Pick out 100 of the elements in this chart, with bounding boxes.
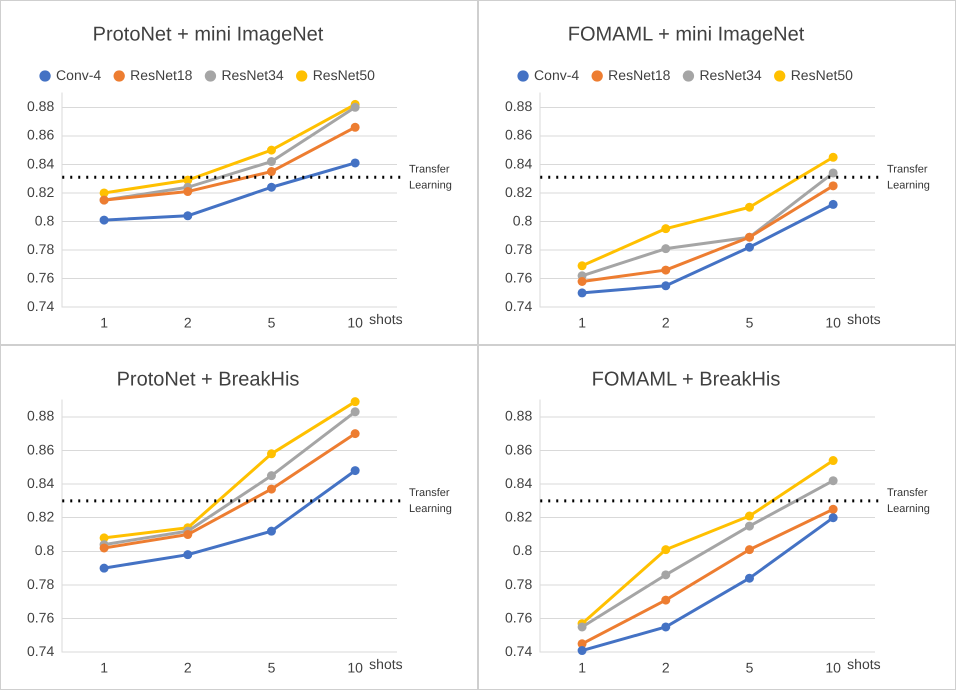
point bbox=[828, 200, 838, 209]
y-tick-label: 0.88 bbox=[505, 408, 532, 424]
legend-label: Conv-4 bbox=[56, 66, 102, 83]
y-tick-label: 0.8 bbox=[512, 212, 532, 228]
point bbox=[350, 102, 360, 112]
point bbox=[828, 456, 838, 466]
point bbox=[744, 522, 754, 531]
ref-line-label: Transfer Learning bbox=[887, 163, 930, 192]
y-tick-label: 0.76 bbox=[27, 609, 54, 626]
point bbox=[350, 466, 360, 476]
point bbox=[266, 471, 276, 480]
point bbox=[578, 622, 587, 632]
y-tick-label: 0.74 bbox=[27, 643, 54, 660]
point bbox=[183, 211, 192, 220]
chart-title: ProtoNet + mini ImageNet bbox=[92, 24, 324, 46]
y-tick-label: 0.82 bbox=[27, 184, 54, 200]
point bbox=[578, 288, 587, 298]
point bbox=[661, 266, 670, 275]
point bbox=[183, 530, 192, 540]
legend-label: ResNet18 bbox=[608, 66, 671, 83]
y-tick-label: 0.82 bbox=[27, 508, 54, 525]
point bbox=[744, 242, 754, 252]
legend-label: ResNet18 bbox=[130, 66, 193, 83]
point bbox=[350, 158, 360, 168]
x-axis-title: shots bbox=[369, 656, 403, 672]
y-tick-label: 0.88 bbox=[27, 408, 54, 424]
point bbox=[744, 574, 754, 583]
point bbox=[350, 407, 360, 416]
y-tick-label: 0.82 bbox=[505, 184, 532, 200]
x-tick-label: 2 bbox=[184, 659, 192, 676]
x-tick-label: 1 bbox=[100, 659, 108, 676]
chart-title: FOMAML + mini ImageNet bbox=[568, 24, 805, 46]
x-tick-label: 1 bbox=[578, 659, 586, 676]
y-tick-label: 0.84 bbox=[27, 474, 54, 491]
x-tick-label: 10 bbox=[347, 659, 364, 676]
y-tick-label: 0.8 bbox=[34, 542, 54, 558]
point bbox=[661, 596, 670, 605]
y-tick-label: 0.86 bbox=[27, 126, 54, 143]
y-tick-label: 0.78 bbox=[27, 240, 54, 257]
y-tick-label: 0.88 bbox=[505, 98, 532, 114]
x-axis-title: shots bbox=[847, 656, 881, 672]
point bbox=[100, 543, 109, 552]
y-tick-label: 0.76 bbox=[505, 609, 532, 626]
y-tick-label: 0.84 bbox=[505, 155, 532, 172]
point bbox=[828, 513, 838, 522]
x-tick-label: 10 bbox=[825, 659, 842, 676]
point bbox=[828, 504, 838, 514]
y-tick-label: 0.86 bbox=[27, 441, 54, 458]
point bbox=[578, 276, 587, 286]
x-axis-title: shots bbox=[369, 311, 403, 328]
point bbox=[350, 122, 360, 132]
point bbox=[661, 281, 670, 290]
point bbox=[828, 476, 838, 486]
point bbox=[183, 550, 192, 560]
point bbox=[578, 261, 587, 270]
point bbox=[828, 181, 838, 190]
point bbox=[578, 646, 587, 656]
ref-line-label: Transfer Learning bbox=[887, 486, 930, 515]
y-tick-label: 0.74 bbox=[505, 298, 532, 314]
y-tick-label: 0.88 bbox=[27, 98, 54, 114]
x-tick-label: 10 bbox=[347, 314, 364, 330]
legend-label: ResNet34 bbox=[221, 66, 284, 83]
x-tick-label: 2 bbox=[662, 314, 670, 330]
y-tick-label: 0.78 bbox=[505, 240, 532, 257]
x-tick-label: 5 bbox=[746, 314, 754, 330]
x-tick-label: 5 bbox=[268, 659, 276, 676]
point bbox=[661, 244, 670, 254]
legend-label: ResNet34 bbox=[699, 66, 762, 83]
x-axis-title: shots bbox=[847, 311, 881, 328]
x-tick-label: 5 bbox=[746, 659, 754, 676]
y-tick-label: 0.8 bbox=[512, 542, 532, 558]
y-tick-label: 0.8 bbox=[34, 212, 54, 228]
chart-title: ProtoNet + BreakHis bbox=[116, 368, 300, 391]
point bbox=[744, 202, 754, 212]
point bbox=[266, 146, 276, 155]
point bbox=[350, 397, 360, 406]
point bbox=[100, 564, 109, 573]
x-tick-label: 1 bbox=[100, 314, 108, 330]
x-tick-label: 10 bbox=[825, 314, 842, 330]
x-tick-label: 5 bbox=[268, 314, 276, 330]
point bbox=[266, 484, 276, 494]
point bbox=[266, 157, 276, 166]
point bbox=[744, 512, 754, 521]
y-tick-label: 0.76 bbox=[27, 270, 54, 286]
y-tick-label: 0.84 bbox=[27, 155, 54, 172]
point bbox=[661, 622, 670, 632]
chart-title: FOMAML + BreakHis bbox=[592, 368, 780, 391]
ref-line-label: Transfer Learning bbox=[409, 486, 452, 515]
x-tick-label: 1 bbox=[578, 314, 586, 330]
legend-label: ResNet50 bbox=[790, 66, 854, 83]
point bbox=[661, 545, 670, 554]
y-tick-label: 0.86 bbox=[505, 441, 532, 458]
y-tick-label: 0.84 bbox=[505, 474, 532, 491]
y-tick-label: 0.78 bbox=[27, 576, 54, 592]
legend-label: ResNet50 bbox=[312, 66, 376, 83]
y-tick-label: 0.76 bbox=[505, 270, 532, 286]
point bbox=[266, 526, 276, 536]
point bbox=[350, 429, 360, 438]
point bbox=[100, 216, 109, 225]
point bbox=[266, 182, 276, 192]
